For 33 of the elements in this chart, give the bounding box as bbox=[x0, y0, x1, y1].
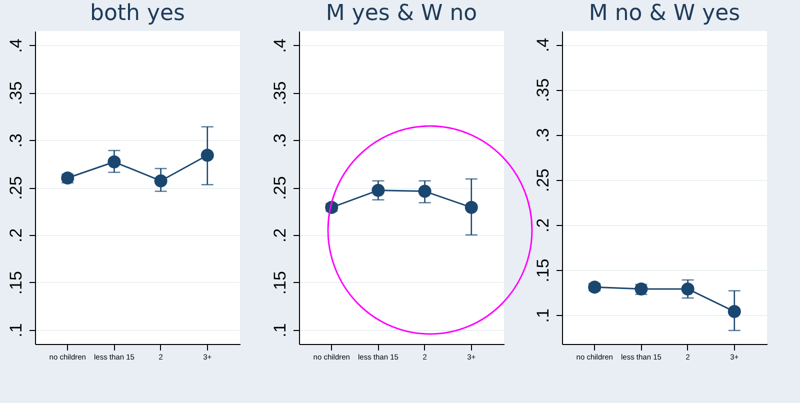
y-tick-label: .3 bbox=[534, 128, 552, 142]
chart-title: M no & W yes bbox=[588, 1, 740, 26]
y-tick-label: .2 bbox=[270, 228, 290, 243]
point bbox=[464, 200, 478, 214]
point bbox=[372, 184, 385, 197]
y-tick-label: .25 bbox=[534, 168, 552, 192]
y-tick-label: .35 bbox=[6, 81, 26, 105]
y-tick-label: .4 bbox=[534, 38, 552, 52]
y-tick-label: .4 bbox=[270, 38, 290, 53]
y-tick-label: .1 bbox=[270, 323, 290, 338]
y-tick-label: .2 bbox=[6, 228, 26, 243]
y-tick-label: .4 bbox=[6, 38, 26, 53]
y-tick-label: .25 bbox=[270, 176, 290, 200]
chart-title: both yes bbox=[90, 1, 186, 26]
y-tick-label: .15 bbox=[6, 271, 26, 295]
y-tick-label: .25 bbox=[6, 176, 26, 200]
point bbox=[108, 155, 121, 168]
y-tick-label: .2 bbox=[534, 218, 552, 233]
y-tick-label: .3 bbox=[270, 133, 290, 148]
y-tick-label: .35 bbox=[270, 81, 290, 105]
point bbox=[728, 305, 741, 318]
y-tick-label: .1 bbox=[534, 308, 552, 323]
y-tick-label: .1 bbox=[6, 323, 26, 338]
chart-title: M yes & W no bbox=[326, 1, 478, 26]
point bbox=[681, 282, 694, 296]
y-tick-label: .3 bbox=[6, 133, 26, 148]
point bbox=[588, 280, 602, 294]
y-tick-label: .15 bbox=[534, 258, 552, 282]
point bbox=[200, 148, 214, 162]
y-tick-label: .35 bbox=[534, 78, 552, 102]
point bbox=[154, 174, 168, 188]
y-tick-label: .15 bbox=[270, 271, 290, 295]
point bbox=[418, 184, 432, 198]
